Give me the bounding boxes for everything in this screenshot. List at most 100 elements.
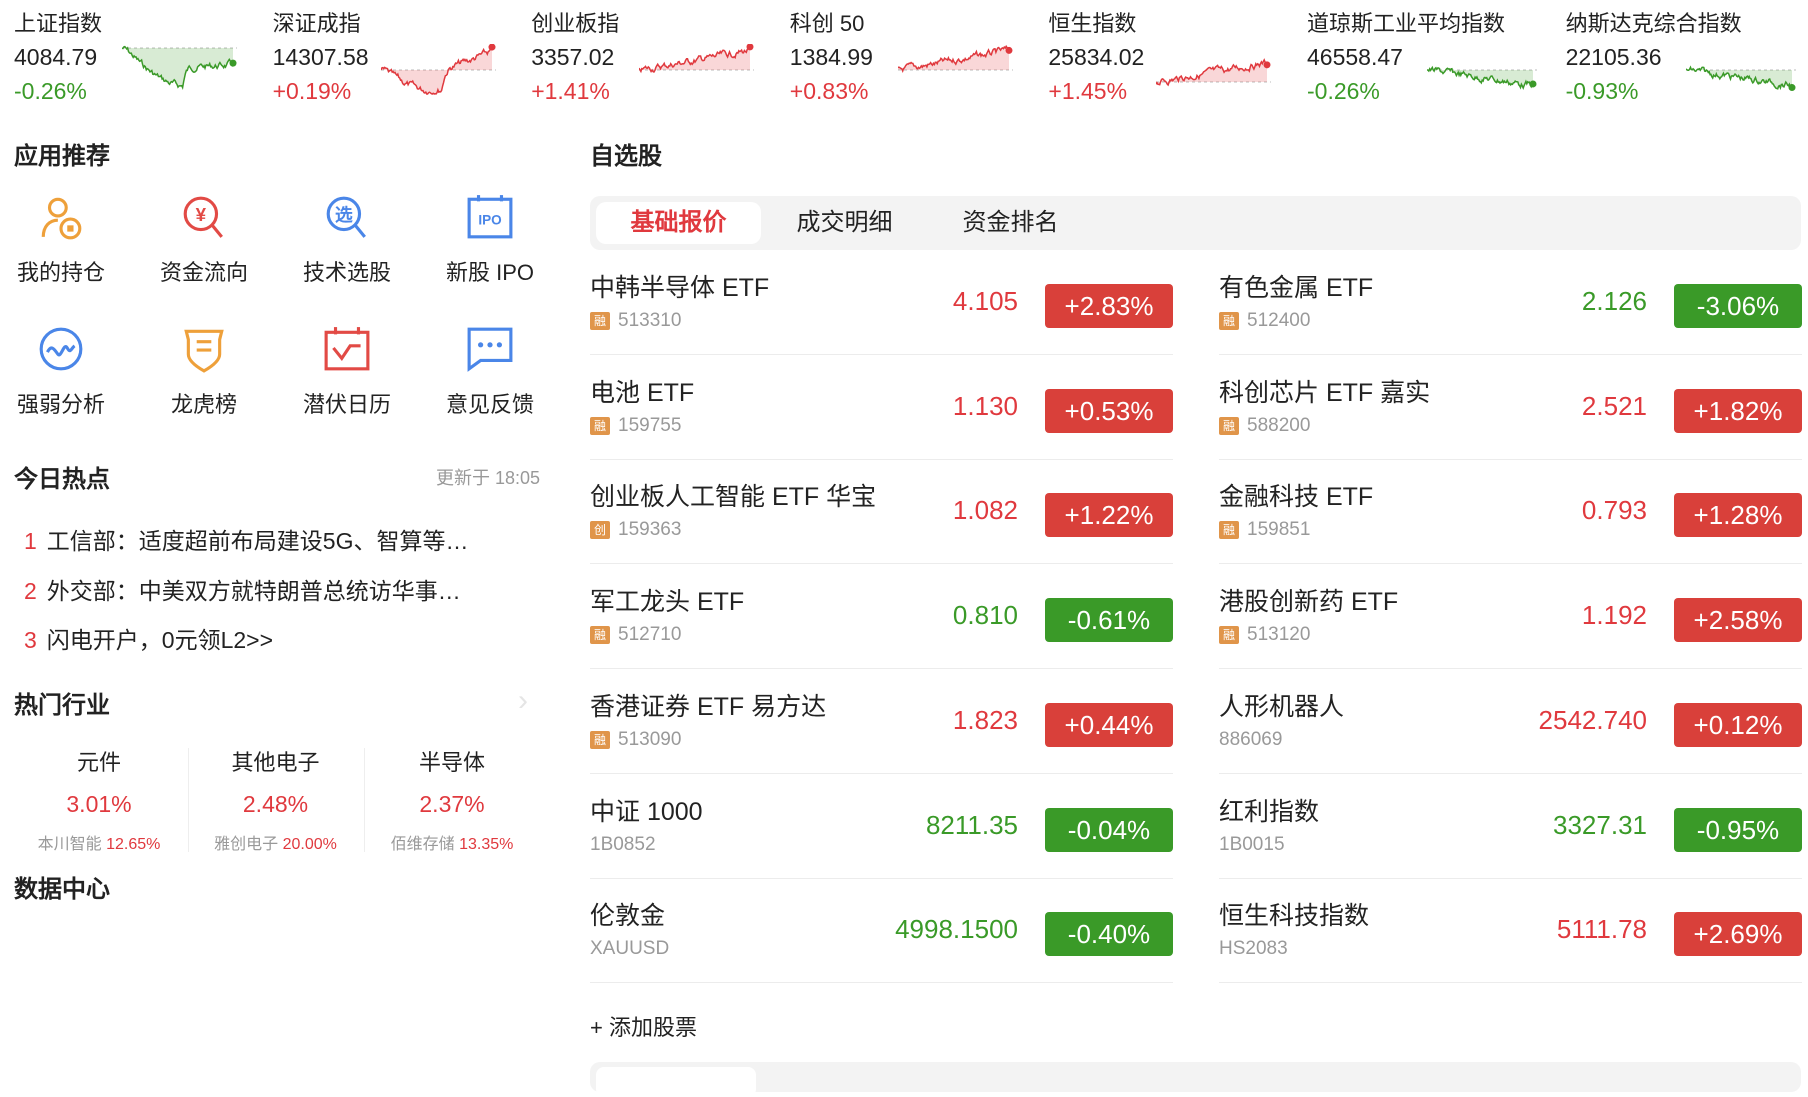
change-badge[interactable]: +1.82% [1674,388,1802,433]
stock-row[interactable]: 金融科技 ETF 融 159851 0.793 +1.28% [1219,459,1802,565]
industry-card[interactable]: 元件 3.01% 本川智能 12.65% [11,745,187,854]
index-change: -0.93% [1565,78,1639,104]
app-chat-bubble[interactable]: 意见反馈 [420,325,560,419]
change-badge[interactable]: +2.69% [1674,912,1802,957]
stock-name: 军工龙头 ETF [590,588,745,617]
sparkline-line [897,44,1010,74]
index-name: 恒生指数 [1048,11,1137,36]
app-stock-picker[interactable]: 选技术选股 [277,193,417,287]
margin-tag: 融 [1219,312,1239,330]
add-stock-button[interactable]: + 添加股票 [590,1015,697,1040]
app-ipo-calendar[interactable]: IPO 新股 IPO [420,193,560,287]
app-money-flow[interactable]: ¥ 资金流向 [134,193,274,287]
change-badge[interactable]: -0.95% [1674,807,1802,852]
chevron-right-icon[interactable]: › [518,684,528,717]
data-center-title[interactable]: 数据中心 [14,876,110,903]
leader-change: 12.65% [106,836,161,853]
change-badge[interactable]: +0.53% [1045,388,1173,433]
stock-code: 1B0015 [1219,833,1285,855]
change-badge[interactable]: -3.06% [1674,284,1802,328]
index-card[interactable]: 上证指数 4084.79 -0.26% [14,0,272,110]
margin-tag: 融 [590,626,610,645]
change-badge[interactable]: -0.61% [1045,598,1173,643]
sparkline-area [897,46,1009,71]
stock-code: 159755 [618,414,682,436]
leader-name: 佰维存储 [390,836,455,853]
stock-row[interactable]: 有色金属 ETF 融 512400 2.126 -3.06% [1219,250,1802,355]
industry-change: 2.48% [242,791,309,817]
app-holdings[interactable]: 我的持仓 [0,193,131,287]
stock-row[interactable]: 科创芯片 ETF 嘉实融 588200 2.521 +1.82% [1219,355,1802,460]
index-card[interactable]: 恒生指数 25834.02 +1.45% [1048,0,1306,110]
bottom-tab-active[interactable] [596,1067,756,1097]
stock-row[interactable]: 中韩半导体 ETF 融 513310 4.105 +2.83% [590,250,1173,355]
hot-news-item[interactable]: 3 闪电开户，0元领L2>> [24,621,534,655]
margin-tag: 融 [590,312,610,330]
index-card[interactable]: 道琼斯工业平均指数 46558.47 -0.26% [1307,0,1565,110]
hot-today-title: 今日热点 [14,466,110,493]
sparkline-last-point [746,44,754,51]
stock-row[interactable]: 创业板人工智能 ETF 华宝创 159363 1.082 +1.22% [590,459,1173,565]
change-badge[interactable]: +0.12% [1674,702,1802,747]
industry-leader: 佰维存储 13.35% [364,830,540,854]
bottom-tab-bar [590,1062,1801,1097]
stock-code-line: 融 588200 [1219,415,1310,437]
stock-row[interactable]: 人形机器人 886069 2542.740 +0.12% [1219,669,1802,774]
index-change: +1.41% [531,78,610,104]
stock-name: 有色金属 ETF [1219,274,1374,302]
stock-row[interactable]: 港股创新药 ETF 融 513120 1.192 +2.58% [1219,564,1802,670]
stock-row[interactable]: 红利指数 1B0015 3327.31 -0.95% [1219,774,1802,879]
stock-row[interactable]: 伦敦金 XAUUSD 4998.1500 -0.40% [590,878,1173,984]
industry-change: 3.01% [66,791,132,817]
index-name: 上证指数 [14,11,103,36]
index-card[interactable]: 纳斯达克综合指数 22105.36 -0.93% [1566,0,1808,110]
sparkline-last-point [1005,46,1013,54]
hot-rank: 1 [24,528,37,554]
tab-basic-quote[interactable]: 基础报价 [596,202,761,244]
change-badge[interactable]: +1.22% [1045,493,1173,538]
change-badge[interactable]: +2.83% [1045,284,1173,328]
tab-fund-ranking[interactable]: 资金排名 [962,209,1059,236]
change-badge[interactable]: +2.58% [1674,598,1802,643]
app-shield-badge[interactable]: 龙虎榜 [134,325,274,419]
index-card[interactable]: 科创 50 1384.99 +0.83% [790,0,1048,110]
stock-code-line: 融 513310 [590,310,681,332]
change-badge[interactable]: +1.28% [1674,493,1802,538]
industry-name: 其他电子 [231,750,320,775]
stock-price: 2.126 [1581,286,1647,316]
industry-leader: 本川智能 12.65% [11,830,187,854]
stock-row[interactable]: 军工龙头 ETF 融 512710 0.810 -0.61% [590,564,1173,670]
app-label: 龙虎榜 [170,392,237,417]
index-card[interactable]: 深证成指 14307.58 +0.19% [273,0,531,110]
sparkline-chart [897,44,1013,74]
industry-card[interactable]: 半导体 2.37% 佰维存储 13.35% [364,745,540,854]
hot-industry-title[interactable]: 热门行业 [14,692,110,719]
shield-badge-icon [134,325,274,373]
hot-news-item[interactable]: 1 工信部：适度超前布局建设5G、智算等… [24,522,534,556]
industry-leader: 雅创电子 20.00% [188,830,364,854]
stock-row[interactable]: 电池 ETF 融 159755 1.130 +0.53% [590,355,1173,460]
app-strength-analysis[interactable]: 强弱分析 [0,325,131,419]
industry-card[interactable]: 其他电子 2.48% 雅创电子 20.00% [188,745,364,854]
sparkline-last-point [1263,61,1271,69]
stock-code-line: HS2083 [1219,938,1288,960]
stock-row[interactable]: 香港证券 ETF 易方达融 513090 1.823 +0.44% [590,669,1173,774]
sparkline-line [639,46,751,74]
change-badge[interactable]: +0.44% [1045,702,1173,747]
app-calendar-check[interactable]: 潜伏日历 [277,325,417,419]
stock-code-line: 融 512710 [590,624,681,646]
index-change: +0.83% [789,78,869,104]
change-badge[interactable]: -0.40% [1045,912,1173,957]
stock-row[interactable]: 恒生科技指数 HS2083 5111.78 +2.69% [1219,878,1802,984]
stock-code: 513120 [1247,624,1311,646]
tab-trade-detail[interactable]: 成交明细 [796,209,893,236]
stock-price: 5111.78 [1556,914,1647,945]
app-label: 强弱分析 [16,392,105,417]
apps-title: 应用推荐 [14,143,110,170]
change-badge[interactable]: -0.04% [1045,807,1173,852]
stock-code: 588200 [1247,414,1311,436]
stock-row[interactable]: 中证 1000 1B0852 8211.35 -0.04% [590,774,1173,879]
stock-price: 1.823 [952,704,1018,735]
index-card[interactable]: 创业板指 3357.02 +1.41% [531,0,789,110]
hot-news-item[interactable]: 2 外交部：中美双方就特朗普总统访华事… [24,572,534,606]
